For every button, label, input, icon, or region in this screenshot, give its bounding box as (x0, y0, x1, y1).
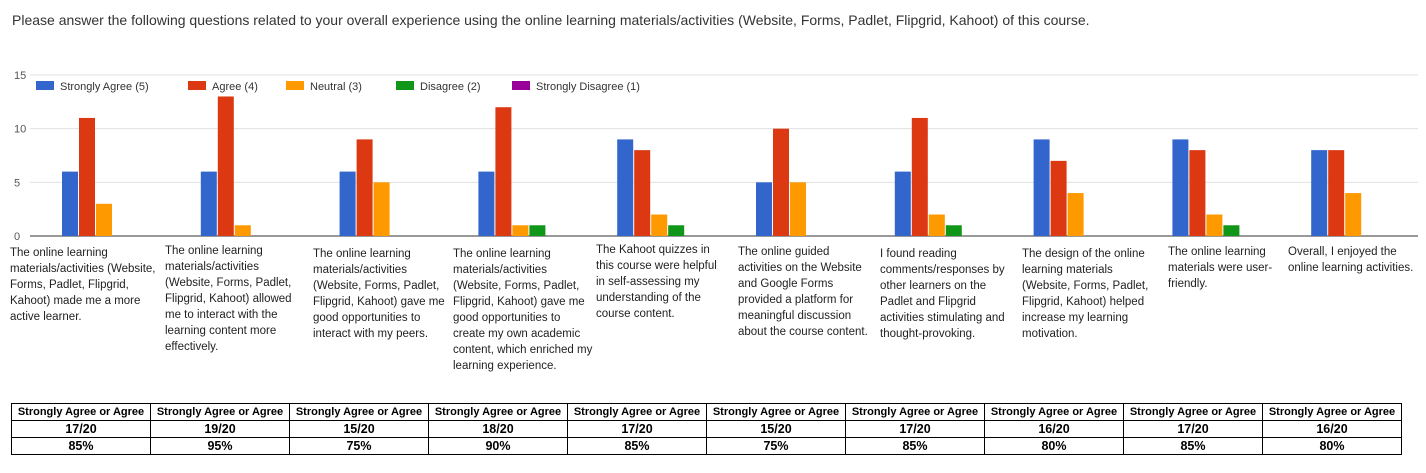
summary-label-cell: Strongly Agree or Agree (1262, 403, 1402, 421)
x-category-label: The online learning materials/activities… (165, 245, 292, 353)
summary-percent-cell: 95% (150, 437, 290, 455)
summary-percent-cell: 75% (289, 437, 429, 455)
legend-swatch (286, 81, 304, 90)
bar-2-2 (217, 96, 234, 236)
summary-label-cell: Strongly Agree or Agree (11, 403, 151, 421)
summary-count-row: 17/20 19/20 15/20 18/20 17/20 15/20 17/20 16/20… (11, 420, 1402, 438)
y-tick-label: 15 (14, 70, 26, 82)
summary-percent-row: 85% 95% 75% 90% 85% 75% 85% 80% 85% 80% (11, 437, 1402, 455)
legend-swatch (396, 81, 414, 90)
x-category-label: I found reading comments/responses by ot… (880, 248, 1005, 340)
bar-3-4 (512, 225, 529, 236)
bar-3-1 (96, 203, 112, 236)
bar-chart: 0 5 10 15 Strongly Agree (5) Agree (4) Neutral… (14, 70, 1418, 240)
page-title: Please answer the following questions re… (12, 12, 1090, 28)
legend-label: Disagree (2) (420, 81, 481, 93)
bar-1-2 (200, 171, 217, 236)
bar-3-6 (790, 182, 806, 236)
summary-count-cell: 17/20 (845, 420, 985, 438)
bar-1-5 (617, 139, 634, 236)
y-tick-label: 0 (14, 231, 20, 240)
bar-1-9 (1172, 139, 1189, 236)
bar-4-5 (668, 225, 685, 236)
summary-count-cell: 15/20 (706, 420, 846, 438)
summary-label-row: Strongly Agree or Agree Strongly Agree or… (11, 403, 1402, 421)
summary-label-cell: Strongly Agree or Agree (150, 403, 290, 421)
bar-1-6 (756, 182, 772, 236)
summary-percent-cell: 85% (567, 437, 707, 455)
summary-percent-cell: 85% (1123, 437, 1263, 455)
bar-2-10 (1328, 150, 1345, 236)
x-category-label: The online learning materials were user-… (1168, 246, 1273, 290)
bar-1-7 (894, 171, 911, 236)
bar-1-3 (339, 171, 356, 236)
x-category-label: The online learning materials/activities… (453, 248, 593, 372)
summary-label-cell: Strongly Agree or Agree (1123, 403, 1263, 421)
summary-count-cell: 18/20 (428, 420, 568, 438)
summary-label-cell: Strongly Agree or Agree (845, 403, 985, 421)
summary-percent-cell: 85% (845, 437, 985, 455)
bar-3-9 (1206, 214, 1223, 236)
bar-3-7 (928, 214, 945, 236)
bar-2-8 (1050, 160, 1067, 236)
legend-swatch (36, 81, 54, 90)
summary-percent-cell: 85% (11, 437, 151, 455)
summary-percent-cell: 80% (984, 437, 1124, 455)
bar-2-6 (773, 128, 789, 236)
summary-count-cell: 17/20 (1123, 420, 1263, 438)
bar-4-4 (529, 225, 546, 236)
bar-2-9 (1189, 150, 1206, 236)
legend-label: Neutral (3) (310, 81, 362, 93)
bar-1-10 (1311, 150, 1328, 236)
x-category-label: The online learning materials/activities… (313, 248, 445, 340)
bar-3-3 (373, 182, 390, 236)
x-category-label: The Kahoot quizzes in this course were h… (596, 244, 717, 320)
bar-2-3 (356, 139, 373, 236)
legend-label: Agree (4) (212, 81, 258, 93)
summary-table: Strongly Agree or Agree Strongly Agree or… (11, 403, 1402, 455)
summary-percent-cell: 75% (706, 437, 846, 455)
bar-1-8 (1033, 139, 1050, 236)
legend-swatch (512, 81, 530, 90)
summary-label-cell: Strongly Agree or Agree (984, 403, 1124, 421)
bar-2-1 (79, 117, 95, 236)
bar-3-5 (651, 214, 668, 236)
x-category-label: Overall, I enjoyed the online learning a… (1288, 246, 1414, 274)
summary-label-cell: Strongly Agree or Agree (706, 403, 846, 421)
x-category-label: The online guided activities on the Webs… (738, 246, 868, 338)
bar-3-2 (234, 225, 251, 236)
y-tick-label: 5 (14, 177, 20, 189)
bar-2-7 (911, 117, 928, 236)
summary-percent-cell: 80% (1262, 437, 1402, 455)
summary-count-cell: 17/20 (567, 420, 707, 438)
summary-count-cell: 19/20 (150, 420, 290, 438)
bar-3-10 (1345, 193, 1362, 236)
summary-label-cell: Strongly Agree or Agree (289, 403, 429, 421)
summary-label-cell: Strongly Agree or Agree (428, 403, 568, 421)
bar-4-9 (1223, 225, 1240, 236)
legend-label: Strongly Agree (5) (60, 81, 149, 93)
summary-count-cell: 16/20 (984, 420, 1124, 438)
summary-label-cell: Strongly Agree or Agree (567, 403, 707, 421)
y-tick-label: 10 (14, 124, 26, 136)
legend-label: Strongly Disagree (1) (536, 81, 640, 93)
bar-4-7 (945, 225, 962, 236)
x-category-label: The design of the online learning materi… (1022, 248, 1149, 340)
legend-swatch (188, 81, 206, 90)
summary-count-cell: 16/20 (1262, 420, 1402, 438)
bar-2-5 (634, 150, 651, 236)
summary-percent-cell: 90% (428, 437, 568, 455)
bar-3-8 (1067, 193, 1084, 236)
bar-2-4 (495, 107, 512, 236)
x-category-label: The online learning materials/activities… (10, 247, 156, 323)
bar-1-1 (62, 171, 78, 236)
summary-count-cell: 15/20 (289, 420, 429, 438)
bar-1-4 (478, 171, 495, 236)
summary-count-cell: 17/20 (11, 420, 151, 438)
